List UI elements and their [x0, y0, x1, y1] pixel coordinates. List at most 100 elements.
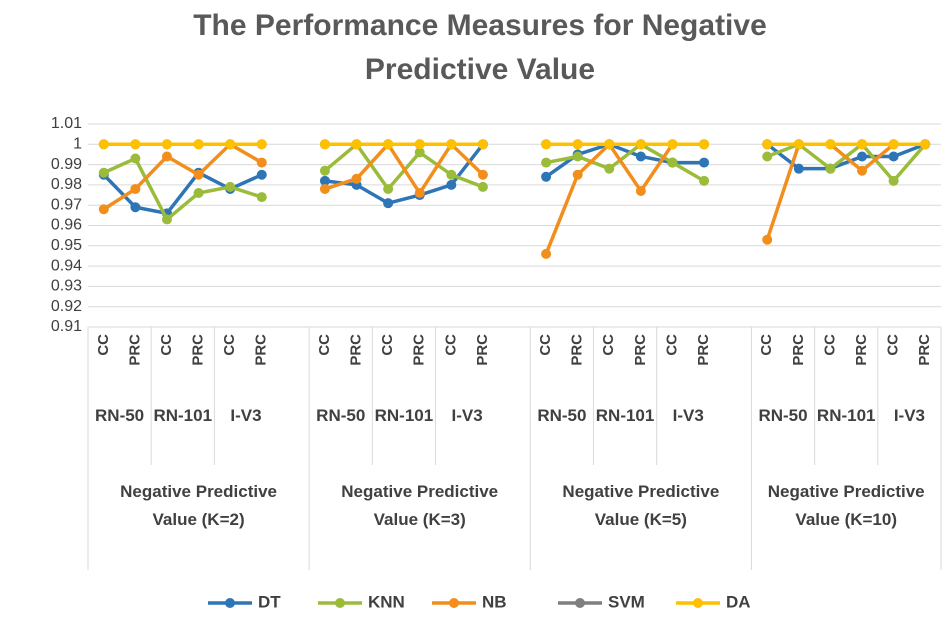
model-label: I-V3	[451, 406, 483, 425]
point	[130, 139, 141, 150]
point	[193, 188, 204, 199]
legend-swatch	[449, 598, 459, 608]
point	[699, 139, 710, 150]
legend-label: DT	[258, 592, 281, 611]
point	[256, 192, 267, 203]
x-tick-label: PRC	[790, 334, 807, 366]
point	[256, 139, 267, 150]
model-label: RN-101	[595, 406, 655, 425]
model-label: RN-101	[816, 406, 876, 425]
point	[446, 169, 457, 180]
model-label: RN-101	[374, 406, 434, 425]
point	[699, 175, 710, 186]
point	[225, 139, 236, 150]
x-tick-label: PRC	[916, 334, 933, 366]
model-label: I-V3	[230, 406, 262, 425]
point	[383, 139, 394, 150]
point	[193, 139, 204, 150]
x-tick-label: PRC	[411, 334, 428, 366]
legend-swatch	[693, 598, 703, 608]
point	[130, 183, 141, 194]
point	[604, 163, 615, 174]
model-label: RN-50	[537, 406, 587, 425]
legend-swatch	[335, 598, 345, 608]
x-tick-label: CC	[821, 334, 838, 356]
point	[762, 234, 773, 245]
point	[225, 181, 236, 192]
point	[604, 139, 615, 150]
chart-title: The Performance Measures for Negative Pr…	[193, 9, 767, 86]
point	[383, 198, 394, 209]
x-tick-label: PRC	[695, 334, 712, 366]
model-label: I-V3	[893, 406, 925, 425]
point	[635, 151, 646, 162]
series-line	[102, 142, 926, 216]
y-tick-label: 1.01	[51, 115, 82, 132]
point	[572, 169, 583, 180]
series-line	[102, 141, 926, 255]
point	[351, 139, 362, 150]
point	[762, 139, 773, 150]
point	[161, 151, 172, 162]
point	[256, 157, 267, 168]
point	[161, 214, 172, 225]
x-tick-label: PRC	[853, 334, 870, 366]
point	[541, 171, 552, 182]
x-tick-label: PRC	[569, 334, 586, 366]
point	[572, 139, 583, 150]
y-tick-label: 0.92	[51, 298, 82, 315]
point	[161, 139, 172, 150]
group-label: Negative Predictive Value (K=10)	[767, 482, 925, 529]
point	[193, 169, 204, 180]
point	[98, 167, 109, 178]
point	[446, 139, 457, 150]
point	[888, 139, 899, 150]
legend-label: NB	[482, 592, 507, 611]
point	[414, 147, 425, 158]
x-tick-label: CC	[316, 334, 333, 356]
point	[351, 173, 362, 184]
group-label: Negative Predictive Value (K=5)	[562, 482, 720, 529]
model-label: I-V3	[672, 406, 704, 425]
group-label: Negative Predictive Value (K=2)	[120, 482, 277, 529]
point	[635, 185, 646, 196]
model-label: RN-101	[153, 406, 213, 425]
point	[762, 151, 773, 162]
y-tick-label: 0.93	[51, 278, 82, 295]
point	[477, 169, 488, 180]
x-tick-label: CC	[537, 334, 554, 356]
point	[699, 157, 710, 168]
point	[541, 139, 552, 150]
x-tick-label: PRC	[126, 334, 143, 366]
point	[414, 188, 425, 199]
point	[825, 163, 836, 174]
y-tick-label: 0.95	[51, 237, 82, 254]
point	[572, 151, 583, 162]
point	[825, 139, 836, 150]
point	[130, 153, 141, 164]
legend-label: SVM	[608, 592, 645, 611]
y-tick-label: 0.91	[51, 318, 82, 335]
x-tick-label: PRC	[253, 334, 270, 366]
point	[130, 202, 141, 213]
x-tick-label: CC	[663, 334, 680, 356]
legend-swatch	[575, 598, 585, 608]
point	[477, 181, 488, 192]
point	[414, 139, 425, 150]
point	[793, 139, 804, 150]
point	[98, 139, 109, 150]
legend-label: DA	[726, 592, 751, 611]
point	[888, 151, 899, 162]
x-tick-label: CC	[442, 334, 459, 356]
legend-label: KNN	[368, 592, 405, 611]
point	[477, 139, 488, 150]
x-tick-label: PRC	[190, 334, 207, 366]
point	[319, 165, 330, 176]
point	[635, 139, 646, 150]
y-tick-label: 0.98	[51, 176, 82, 193]
point	[857, 151, 868, 162]
x-tick-label: CC	[158, 334, 175, 356]
x-tick-label: CC	[885, 334, 902, 356]
point	[888, 175, 899, 186]
point	[667, 157, 678, 168]
